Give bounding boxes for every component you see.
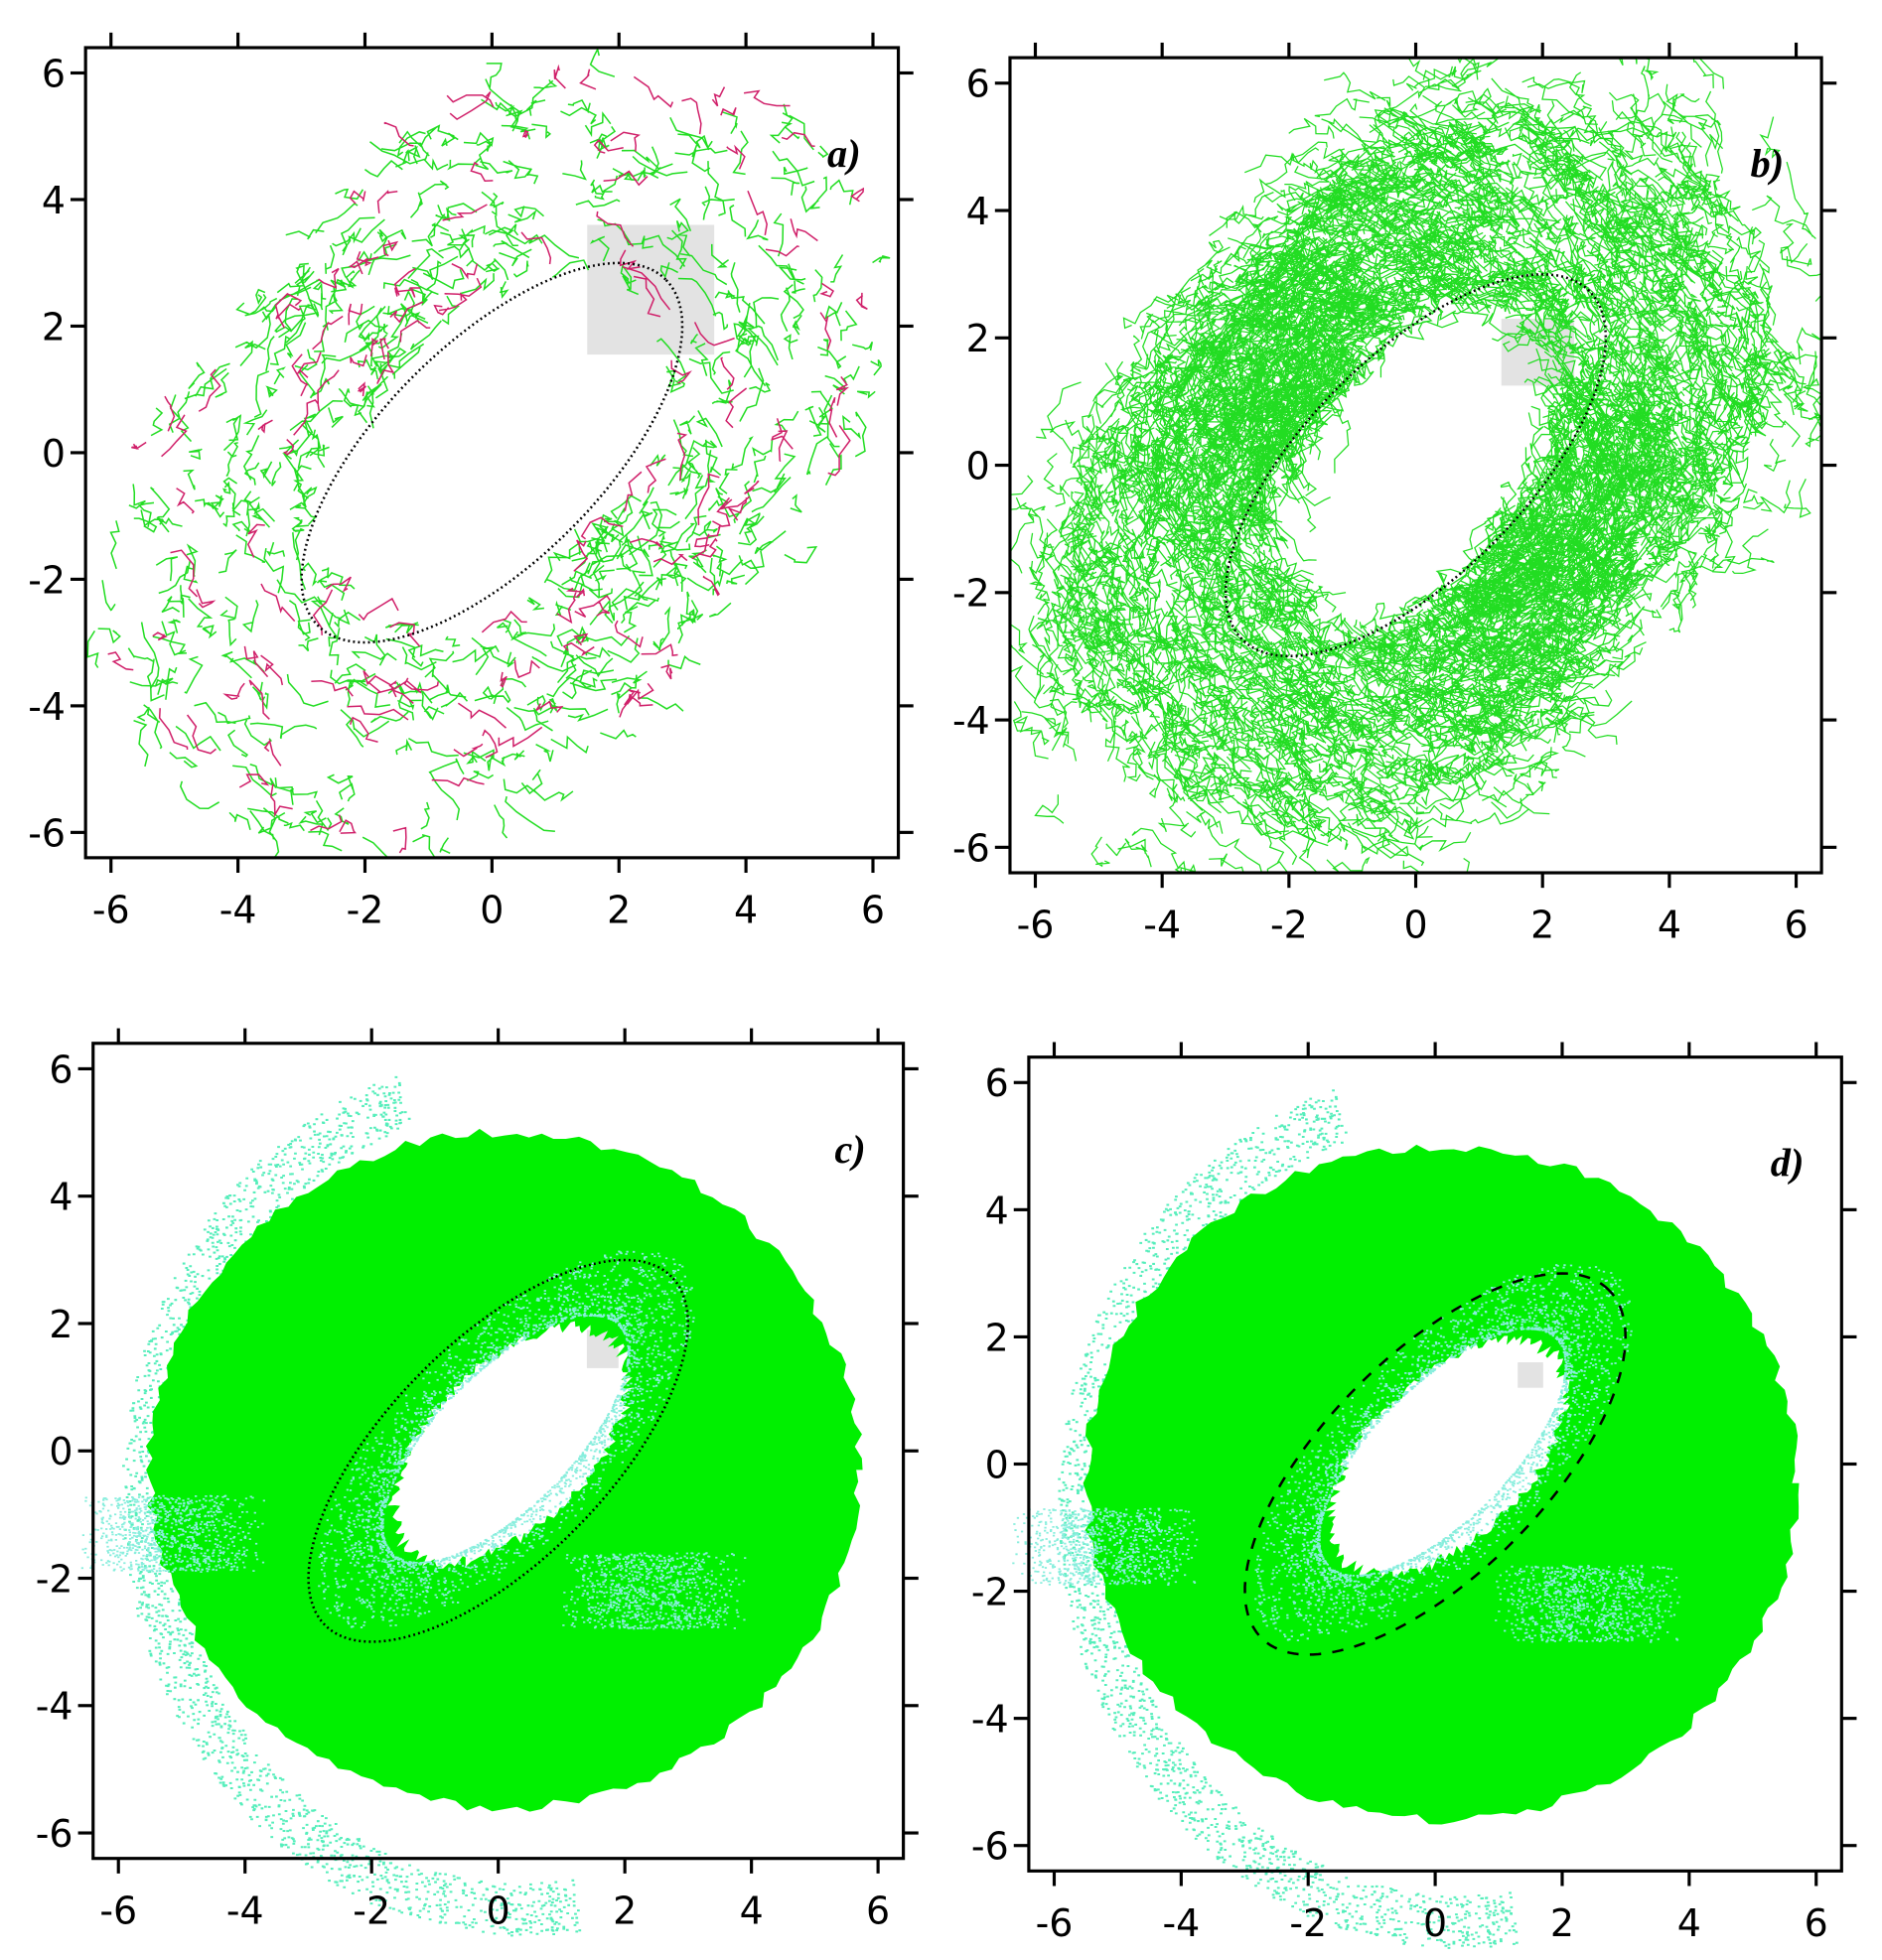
x-tick-label: 2 bbox=[607, 889, 631, 932]
particle-cloud bbox=[86, 47, 891, 858]
plot-area bbox=[80, 1075, 863, 1937]
y-tick-label: 2 bbox=[42, 305, 66, 349]
x-tick-label: 4 bbox=[1677, 1901, 1701, 1945]
y-tick-label: -2 bbox=[36, 1557, 73, 1601]
y-tick-label: 6 bbox=[966, 63, 990, 106]
y-tick-label: -4 bbox=[28, 685, 66, 729]
x-tick-label: -2 bbox=[1289, 1901, 1327, 1945]
x-tick-label: 6 bbox=[1785, 904, 1809, 947]
y-tick-label: 6 bbox=[42, 52, 66, 95]
y-tick-label: 0 bbox=[985, 1443, 1009, 1486]
ellipse bbox=[300, 261, 684, 644]
y-tick-label: -6 bbox=[971, 1825, 1009, 1869]
y-tick-label: -6 bbox=[952, 826, 990, 870]
particle-specks bbox=[80, 1250, 747, 1630]
y-tick-label: -4 bbox=[36, 1685, 73, 1729]
y-tick-label: 6 bbox=[49, 1048, 72, 1091]
x-tick-label: 0 bbox=[480, 889, 504, 932]
y-tick-label: 0 bbox=[42, 432, 66, 476]
y-tick-label: -4 bbox=[971, 1698, 1009, 1742]
x-tick-label: 2 bbox=[1550, 1901, 1574, 1945]
plot-area bbox=[1009, 58, 1822, 874]
panel-label: d) bbox=[1771, 1141, 1805, 1186]
x-tick-label: -6 bbox=[1036, 1901, 1074, 1945]
panel-label: b) bbox=[1751, 141, 1785, 186]
panel-label: c) bbox=[834, 1127, 865, 1172]
y-tick-label: 0 bbox=[966, 444, 990, 488]
x-tick-label: -2 bbox=[353, 1889, 390, 1932]
y-tick-label: -2 bbox=[28, 558, 66, 602]
plot-area bbox=[86, 47, 891, 858]
x-tick-label: 0 bbox=[487, 1889, 510, 1932]
y-tick-label: -2 bbox=[952, 572, 990, 616]
y-tick-label: 4 bbox=[42, 179, 66, 222]
x-tick-label: 2 bbox=[1530, 904, 1554, 947]
x-tick-label: -6 bbox=[99, 1889, 137, 1932]
particle-cloud bbox=[1009, 58, 1822, 874]
panel: -6 -4 -2 0 2 4 6 -6 -4 -2 0 2 4 6 b) bbox=[952, 42, 1837, 947]
y-tick-label: 2 bbox=[966, 317, 990, 360]
y-tick-label: 2 bbox=[985, 1316, 1009, 1359]
y-tick-label: -4 bbox=[952, 699, 990, 743]
y-tick-label: 4 bbox=[966, 190, 990, 233]
particle-ring bbox=[1083, 1144, 1800, 1825]
particle-cloud bbox=[107, 64, 868, 854]
particle-ring bbox=[145, 1128, 863, 1812]
x-tick-label: -4 bbox=[1162, 1901, 1200, 1945]
y-tick-label: 6 bbox=[985, 1061, 1009, 1105]
x-tick-label: -2 bbox=[1270, 904, 1308, 947]
x-tick-label: -4 bbox=[219, 889, 257, 932]
panel-label: a) bbox=[827, 131, 861, 176]
panel: -6 -4 -2 0 2 4 6 -6 -4 -2 0 2 4 6 d) bbox=[971, 1042, 1857, 1949]
particle-specks bbox=[1012, 1264, 1681, 1643]
region bbox=[587, 224, 715, 355]
x-tick-label: 4 bbox=[1658, 904, 1681, 947]
y-tick-label: -2 bbox=[971, 1570, 1009, 1613]
y-tick-label: 0 bbox=[49, 1430, 72, 1473]
ellipse bbox=[1243, 1272, 1627, 1656]
x-tick-label: -6 bbox=[92, 889, 130, 932]
x-tick-label: 4 bbox=[734, 889, 758, 932]
x-tick-label: 0 bbox=[1423, 1901, 1447, 1945]
plot-frame bbox=[83, 46, 901, 860]
x-tick-label: -6 bbox=[1017, 904, 1055, 947]
x-tick-label: 4 bbox=[740, 1889, 764, 1932]
x-tick-label: -4 bbox=[226, 1889, 264, 1932]
panel: -6 -4 -2 0 2 4 6 -6 -4 -2 0 2 4 6 c) bbox=[36, 1028, 919, 1937]
y-tick-label: 2 bbox=[49, 1303, 72, 1346]
particle-arm bbox=[122, 1075, 582, 1937]
x-tick-label: -2 bbox=[347, 889, 384, 932]
x-tick-label: 6 bbox=[861, 889, 885, 932]
x-tick-label: 0 bbox=[1403, 904, 1427, 947]
y-tick-label: -6 bbox=[36, 1812, 73, 1856]
region bbox=[1518, 1362, 1543, 1388]
y-tick-label: -6 bbox=[28, 811, 66, 855]
plot-area bbox=[1012, 1089, 1800, 1949]
x-tick-label: -4 bbox=[1143, 904, 1181, 947]
y-tick-label: 4 bbox=[49, 1176, 72, 1219]
x-tick-label: 6 bbox=[1805, 1901, 1828, 1945]
x-tick-label: 6 bbox=[866, 1889, 890, 1932]
panel: -6 -4 -2 0 2 4 6 -6 -4 -2 0 2 4 6 a) bbox=[28, 32, 914, 932]
x-tick-label: 2 bbox=[613, 1889, 637, 1932]
y-tick-label: 4 bbox=[985, 1189, 1009, 1232]
